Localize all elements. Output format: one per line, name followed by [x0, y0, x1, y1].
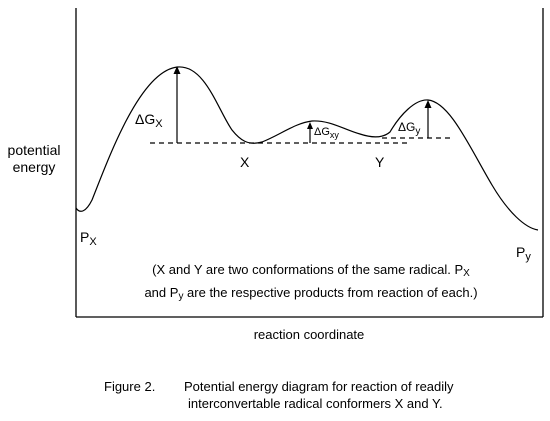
caption-line2: interconvertable radical conformers X an…	[188, 396, 443, 411]
x-axis-label: reaction coordinate	[253, 327, 365, 342]
dG-x-label: ΔGX	[135, 111, 163, 130]
y-axis-label-line1: potential	[7, 142, 61, 158]
conformer-y-label: Y	[375, 154, 385, 170]
caption-number: Figure 2.	[104, 379, 156, 394]
dG-xy-arrowhead	[307, 122, 313, 129]
conformer-x-label: X	[240, 154, 250, 170]
dG-x-arrowhead	[173, 66, 181, 74]
note-line1: (X and Y are two conformations of the sa…	[152, 262, 470, 279]
note-line2: and Py are the respective products from …	[144, 285, 478, 302]
dG-xy-label: ΔGxy	[314, 126, 339, 140]
product-px-label: PX	[80, 229, 97, 248]
dG-y-arrowhead	[424, 100, 432, 108]
diagram-note: (X and Y are two conformations of the sa…	[96, 260, 526, 306]
figure-caption: Figure 2. Potential energy diagram for re…	[104, 378, 454, 412]
dG-y-label: ΔGy	[398, 120, 421, 137]
energy-curve	[75, 66, 539, 231]
product-py-label: Py	[516, 244, 531, 263]
caption-line1: Figure 2. Potential energy diagram for re…	[104, 379, 454, 394]
y-axis-label: potential energy	[0, 142, 68, 176]
y-axis-label-line2: energy	[12, 159, 56, 175]
